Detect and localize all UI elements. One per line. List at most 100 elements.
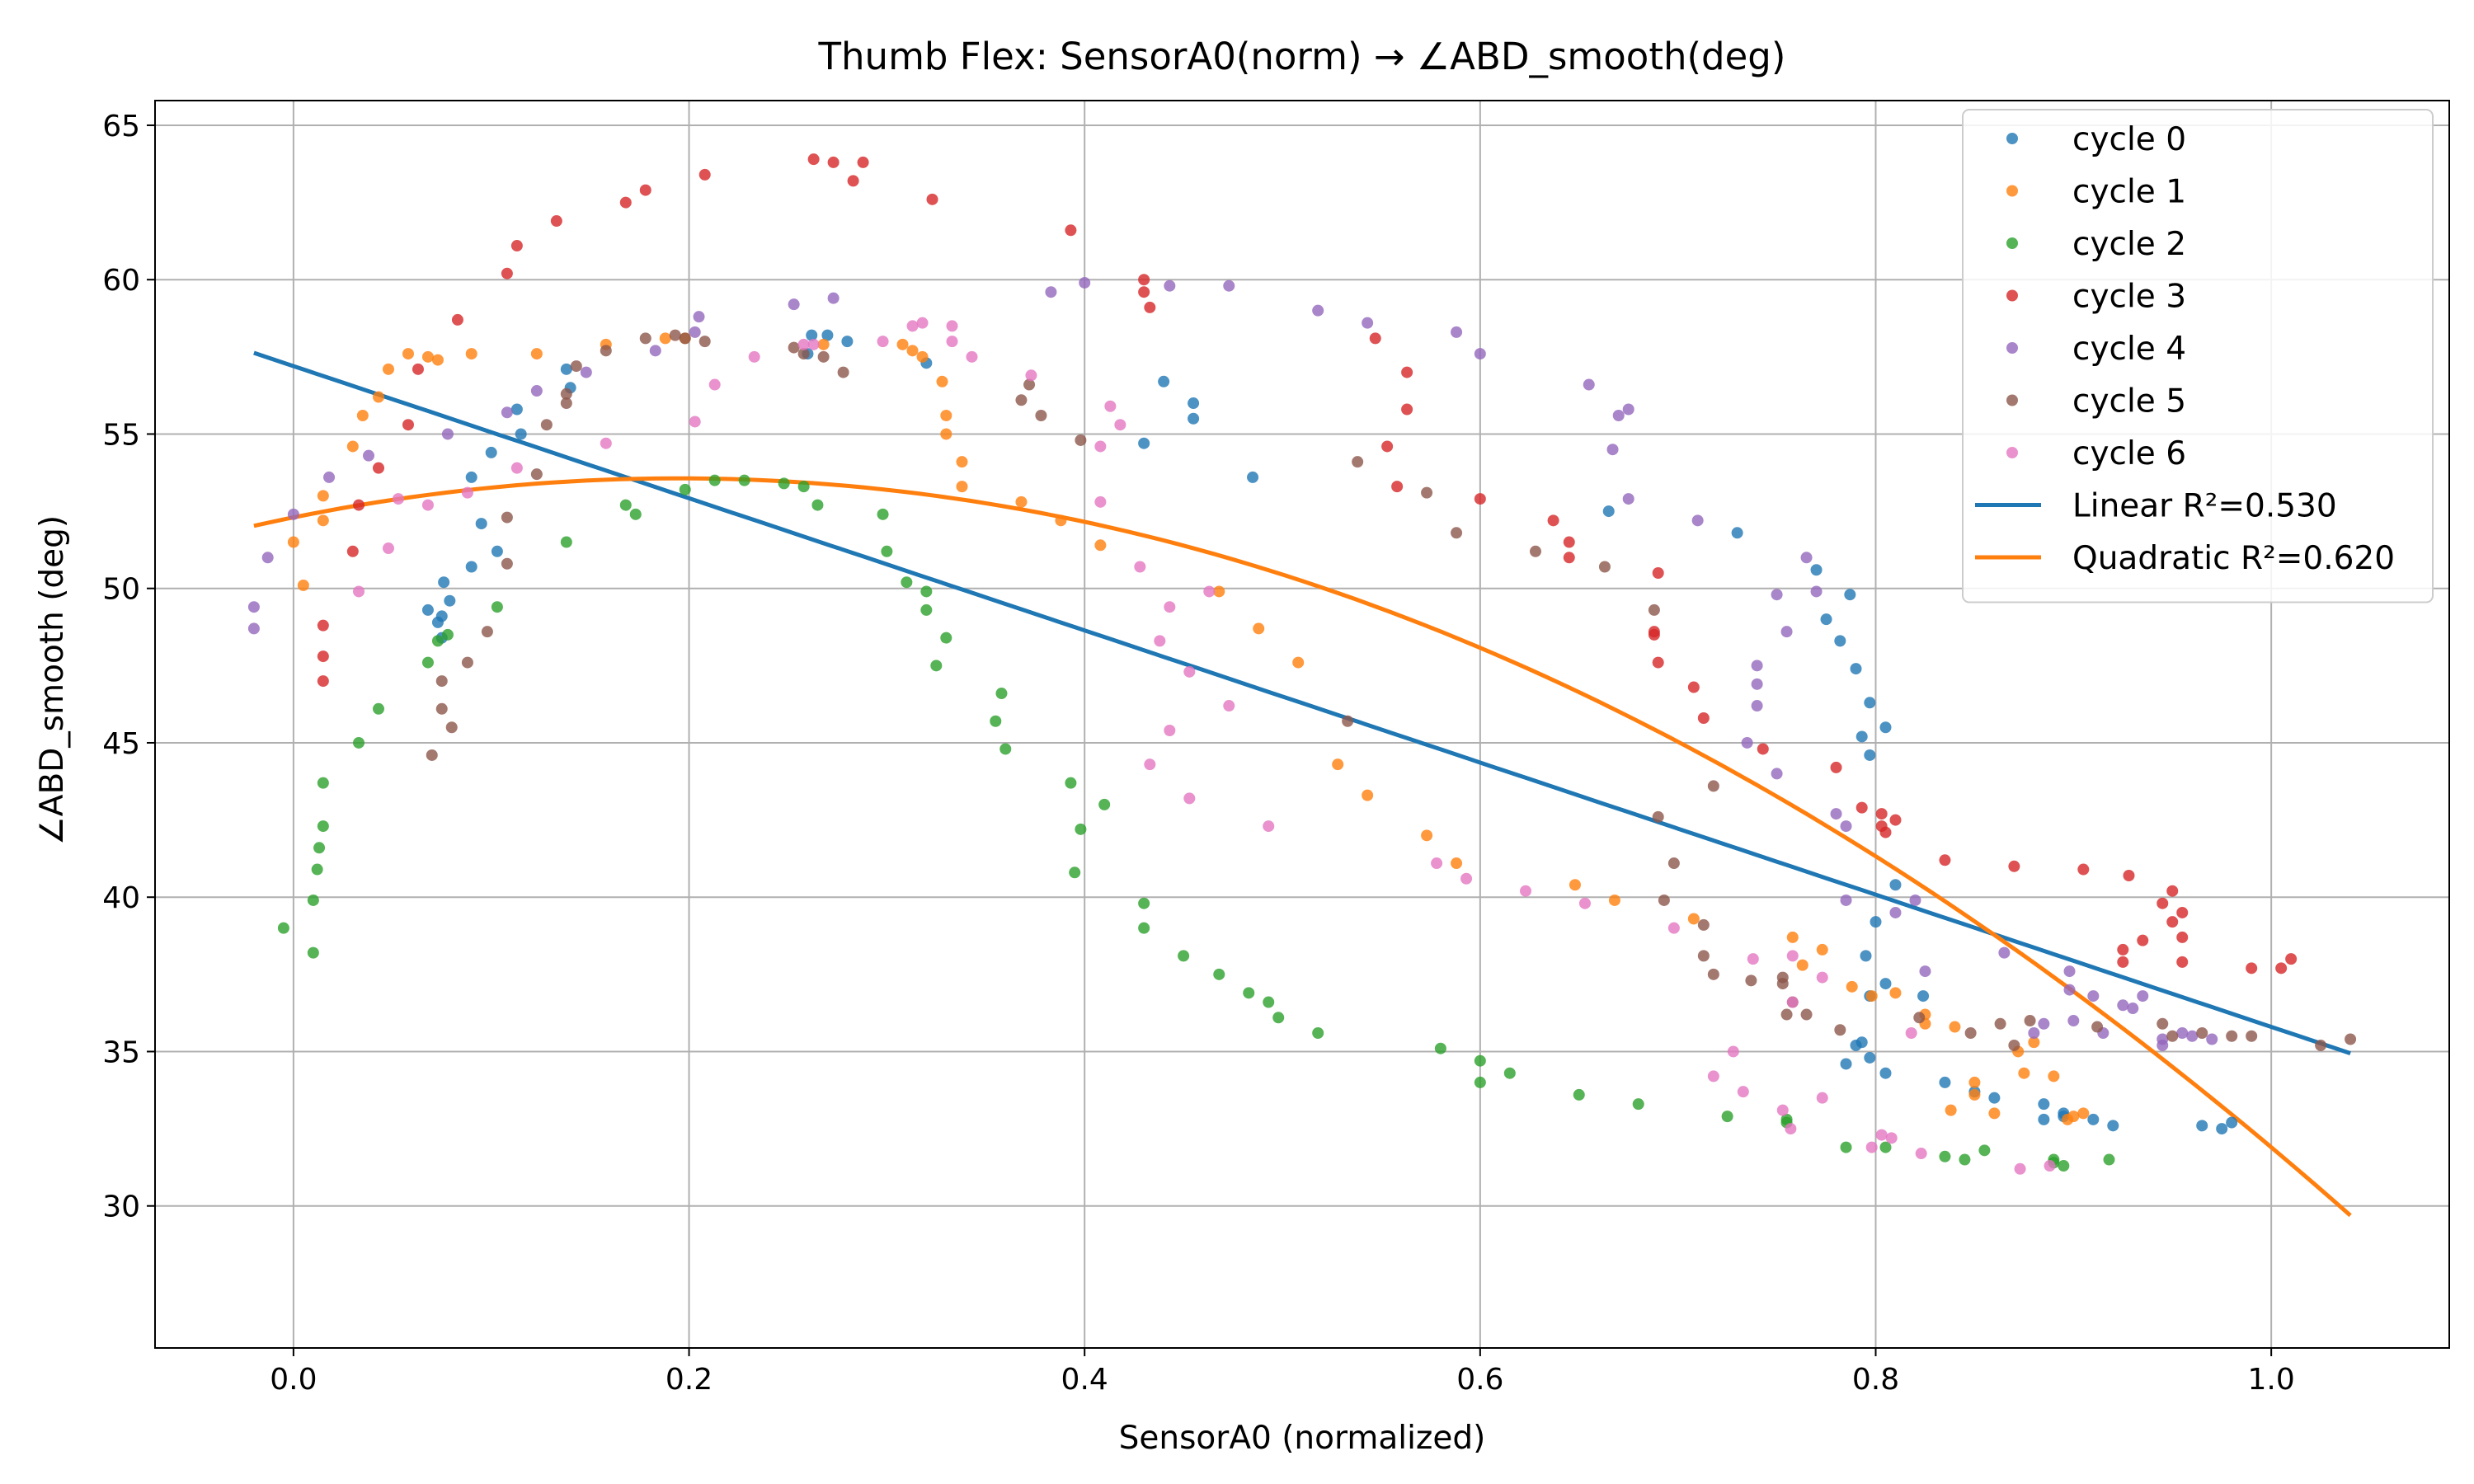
data-point [1844, 589, 1856, 601]
data-point [426, 749, 438, 761]
data-point [1737, 1086, 1749, 1098]
data-point [421, 656, 434, 669]
y-tick-label: 55 [102, 418, 140, 452]
data-point [2028, 1027, 2040, 1040]
x-tick-label: 1.0 [2248, 1363, 2295, 1397]
data-point [1949, 1021, 1961, 1033]
data-point [1138, 922, 1150, 934]
data-point [2117, 999, 2129, 1012]
data-point [1652, 810, 1664, 823]
data-point [2107, 1120, 2119, 1132]
data-point [1164, 279, 1176, 292]
data-point [1687, 681, 1700, 693]
data-point [1474, 348, 1486, 360]
data-point [1569, 879, 1581, 891]
data-point [435, 675, 448, 688]
data-point [1154, 635, 1166, 647]
data-point [1203, 585, 1216, 598]
data-point [297, 579, 309, 591]
data-point [1796, 959, 1808, 971]
x-tick-label: 0.8 [1852, 1363, 1899, 1397]
data-point [346, 440, 359, 453]
data-point [373, 391, 385, 403]
data-point [2166, 1030, 2179, 1042]
data-point [619, 196, 632, 209]
data-point [560, 387, 572, 400]
data-point [1697, 950, 1710, 962]
data-point [1075, 434, 1087, 446]
data-point [1094, 440, 1107, 453]
data-point [629, 508, 642, 520]
data-point [1780, 1113, 1793, 1125]
series-cycle-0 [421, 329, 2238, 1135]
data-point [806, 329, 818, 341]
data-point [1312, 1027, 1324, 1040]
data-point [1834, 1024, 1846, 1036]
data-point [317, 675, 329, 688]
data-point [2157, 1017, 2169, 1030]
data-point [1292, 656, 1305, 669]
legend-entry-label: cycle 3 [2072, 279, 2186, 316]
data-point [373, 702, 385, 715]
legend-entry-label: Quadratic R²=0.620 [2072, 540, 2395, 577]
data-point [1421, 486, 1433, 499]
series-cycle-4 [247, 276, 2218, 1051]
data-point [1875, 808, 1888, 820]
data-point [353, 736, 365, 749]
data-point [1401, 366, 1413, 378]
data-point [920, 585, 933, 598]
data-point [1362, 317, 1374, 329]
data-point [277, 922, 289, 934]
data-point [431, 635, 444, 647]
data-point [1875, 1129, 1888, 1141]
data-point [1856, 730, 1868, 743]
data-point [1707, 1070, 1719, 1082]
data-point [708, 474, 721, 486]
data-point [1959, 1153, 1971, 1166]
data-point [444, 594, 456, 607]
data-point [2048, 1070, 2060, 1082]
series-cycle-1 [287, 332, 2090, 1125]
data-point [1776, 978, 1789, 990]
data-point [1968, 1088, 1981, 1101]
data-point [778, 477, 790, 490]
data-point [461, 486, 473, 499]
data-point [896, 338, 909, 350]
data-point [2176, 1027, 2189, 1040]
data-point [2014, 1162, 2026, 1175]
data-point [1023, 378, 1036, 391]
data-point [465, 348, 477, 360]
data-point [317, 490, 329, 502]
data-point [2196, 1027, 2208, 1040]
data-point [956, 481, 968, 493]
data-point [2157, 1039, 2169, 1051]
data-point [421, 499, 434, 511]
data-point [857, 156, 869, 168]
data-point [465, 471, 477, 483]
data-point [2246, 962, 2258, 974]
series-cycle-5 [426, 329, 2357, 1051]
data-point [1138, 286, 1150, 298]
x-tick-label: 0.4 [1061, 1363, 1108, 1397]
data-point [1451, 326, 1463, 338]
data-point [689, 416, 701, 428]
data-point [1223, 279, 1235, 292]
data-point [1879, 826, 1892, 838]
data-point [1606, 444, 1619, 456]
data-point [698, 336, 711, 348]
data-point [2008, 860, 2020, 872]
data-point [402, 419, 414, 431]
data-point [2063, 965, 2076, 978]
data-point [669, 329, 681, 341]
data-point [1563, 552, 1575, 564]
data-point [2087, 1113, 2100, 1125]
data-point [821, 329, 834, 341]
data-point [1578, 897, 1591, 909]
data-point [1939, 1150, 1951, 1162]
legend-entry-label: cycle 5 [2072, 383, 2186, 420]
data-point [1065, 224, 1077, 237]
data-point [940, 632, 952, 644]
data-point [2077, 863, 2090, 876]
fit-lines [253, 350, 2352, 1218]
